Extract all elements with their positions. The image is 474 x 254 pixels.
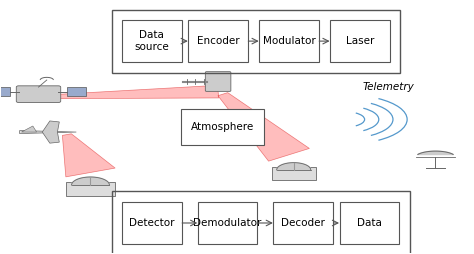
Polygon shape — [72, 177, 109, 185]
Polygon shape — [19, 131, 76, 134]
FancyBboxPatch shape — [0, 87, 9, 96]
Text: Telemetry: Telemetry — [362, 82, 414, 92]
FancyBboxPatch shape — [67, 87, 86, 96]
Text: Decoder: Decoder — [281, 218, 325, 228]
Polygon shape — [42, 121, 59, 143]
FancyBboxPatch shape — [273, 202, 333, 244]
Text: Modulator: Modulator — [263, 36, 315, 46]
Text: Data
source: Data source — [135, 30, 169, 52]
FancyBboxPatch shape — [205, 72, 231, 91]
Polygon shape — [218, 93, 310, 161]
FancyBboxPatch shape — [122, 202, 182, 244]
Text: Detector: Detector — [129, 218, 175, 228]
FancyBboxPatch shape — [339, 202, 399, 244]
FancyBboxPatch shape — [66, 182, 115, 196]
FancyBboxPatch shape — [198, 202, 257, 244]
FancyBboxPatch shape — [259, 20, 319, 62]
Polygon shape — [277, 163, 311, 170]
Text: Demodulator: Demodulator — [193, 218, 262, 228]
Polygon shape — [53, 85, 219, 99]
Polygon shape — [63, 134, 115, 177]
FancyBboxPatch shape — [330, 20, 390, 62]
FancyBboxPatch shape — [272, 167, 316, 180]
Polygon shape — [21, 126, 36, 132]
Text: Encoder: Encoder — [197, 36, 239, 46]
FancyBboxPatch shape — [181, 108, 264, 146]
Text: Laser: Laser — [346, 36, 374, 46]
FancyBboxPatch shape — [122, 20, 182, 62]
FancyBboxPatch shape — [188, 20, 248, 62]
Text: Data: Data — [357, 218, 382, 228]
Polygon shape — [418, 151, 453, 154]
Text: Atmosphere: Atmosphere — [191, 122, 255, 132]
FancyBboxPatch shape — [16, 86, 61, 103]
